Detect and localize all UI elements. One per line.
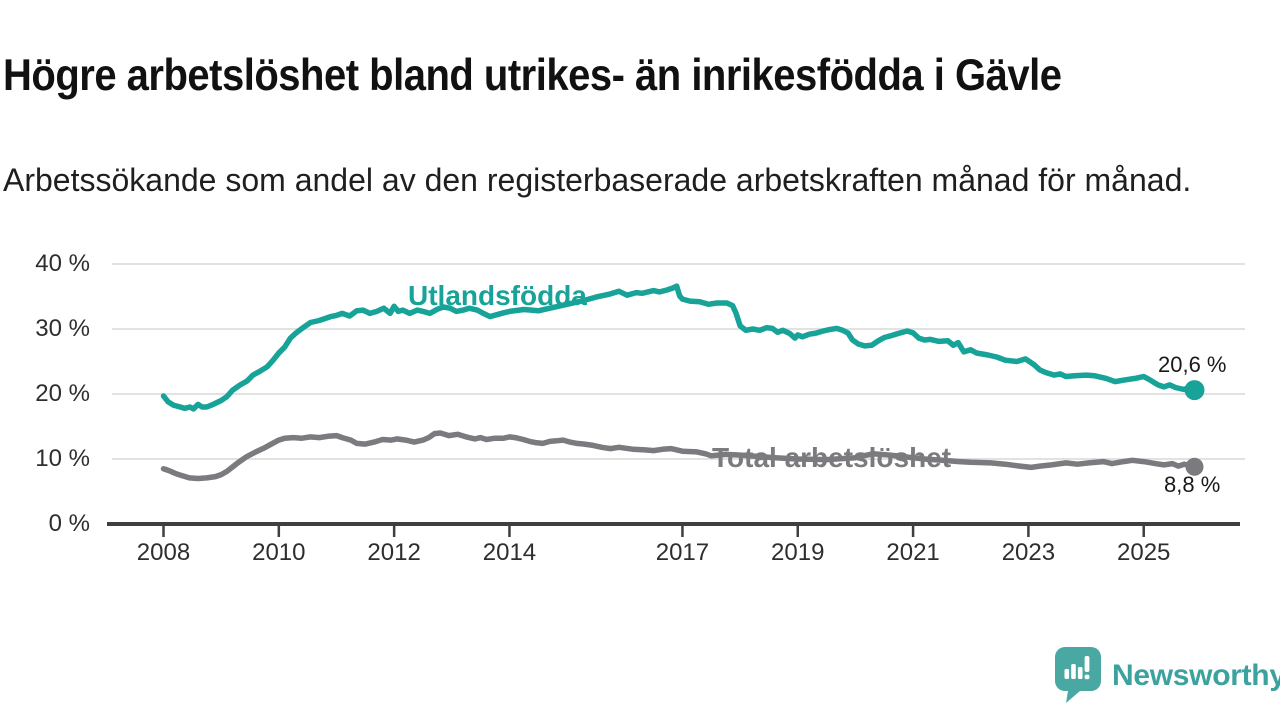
x-tick-label: 2014 (482, 539, 537, 566)
x-tick-label: 2019 (771, 539, 825, 566)
page-title: Högre arbetslöshet bland utrikes- än inr… (3, 50, 1062, 101)
y-tick-label: 40 % (35, 250, 90, 277)
end-value-label-total: 8,8 % (1164, 472, 1221, 497)
x-tick-label: 2025 (1117, 539, 1171, 566)
speech-bubble-bar-chart-icon (1055, 647, 1101, 703)
chart-subtitle: Arbetssökande som andel av den registerb… (3, 162, 1192, 198)
x-tick-label: 2017 (655, 539, 710, 566)
x-tick-label: 2012 (367, 539, 421, 566)
x-tick-label: 2010 (252, 539, 306, 566)
series-label-utlandsfodda: Utlandsfödda (408, 280, 587, 311)
x-tick-label: 2008 (136, 539, 191, 566)
newsworthy-logo: Newsworthy (1054, 646, 1280, 704)
series-end-dot-total (1185, 457, 1204, 476)
series-line-total (160, 430, 1198, 482)
newsworthy-wordmark: Newsworthy (1112, 659, 1280, 692)
x-tick-label: 2023 (1001, 539, 1056, 566)
series-end-dot-utlandsfodda (1184, 380, 1205, 401)
y-tick-label: 0 % (48, 510, 90, 537)
end-value-label-utlandsfodda: 20,6 % (1158, 352, 1227, 377)
y-tick-label: 10 % (35, 445, 90, 472)
y-tick-label: 20 % (35, 380, 90, 407)
x-tick-label: 2021 (886, 539, 940, 566)
series-label-total-arbetsloshet: Total arbetslöshet (712, 442, 952, 473)
y-tick-label: 30 % (35, 315, 90, 342)
series-line-utlandsfodda (160, 283, 1198, 412)
